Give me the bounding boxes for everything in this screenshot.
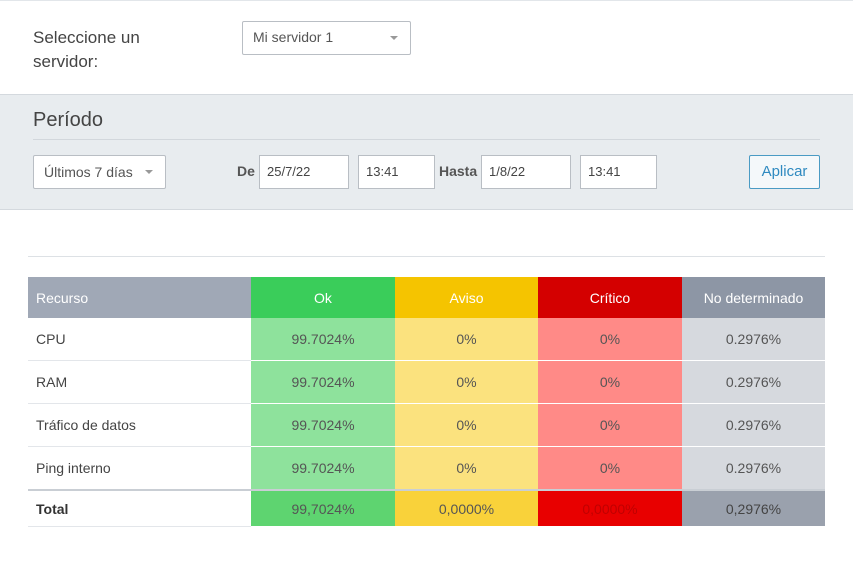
resource-name: Tráfico de datos (28, 403, 251, 447)
table-row: CPU 99.7024% 0% 0% 0.2976% (28, 318, 825, 361)
resource-name: CPU (28, 318, 251, 361)
to-label: Hasta (439, 163, 478, 179)
period-panel: Período Últimos 7 días De 25/7/22 13:41 … (0, 94, 853, 210)
total-critical-value: 0,0000% (538, 489, 682, 527)
total-undetermined-value: 0,2976% (682, 489, 825, 527)
section-divider (28, 256, 825, 257)
total-ok-value: 99,7024% (251, 489, 395, 527)
undetermined-value: 0.2976% (682, 360, 825, 404)
critical-value: 0% (538, 318, 682, 361)
from-date-input[interactable]: 25/7/22 (259, 155, 349, 189)
total-label: Total (28, 489, 251, 527)
header-warning: Aviso (395, 277, 538, 318)
from-time-input[interactable]: 13:41 (358, 155, 435, 189)
period-divider (33, 139, 820, 140)
resource-name: RAM (28, 360, 251, 404)
critical-value: 0% (538, 360, 682, 404)
table-total-row: Total 99,7024% 0,0000% 0,0000% 0,2976% (28, 489, 825, 527)
from-label: De (237, 163, 255, 179)
undetermined-value: 0.2976% (682, 446, 825, 491)
to-time-input[interactable]: 13:41 (580, 155, 657, 189)
period-title: Período (33, 109, 104, 131)
total-warning-value: 0,0000% (395, 489, 538, 527)
header-resource: Recurso (28, 277, 251, 318)
range-select[interactable]: Últimos 7 días (33, 155, 166, 189)
to-date-input[interactable]: 1/8/22 (481, 155, 571, 189)
chevron-down-icon (145, 170, 153, 174)
undetermined-value: 0.2976% (682, 318, 825, 361)
range-select-value: Últimos 7 días (44, 164, 133, 180)
table-header-row: Recurso Ok Aviso Crítico No determinado (28, 277, 825, 318)
header-critical: Crítico (538, 277, 682, 318)
warning-value: 0% (395, 446, 538, 491)
warning-value: 0% (395, 403, 538, 447)
critical-value: 0% (538, 446, 682, 491)
top-border (0, 0, 853, 1)
server-select-label: Seleccione un servidor: (33, 28, 140, 71)
table-row: Tráfico de datos 99.7024% 0% 0% 0.2976% (28, 403, 825, 447)
chevron-down-icon (390, 36, 398, 40)
ok-value: 99.7024% (251, 360, 395, 404)
resource-name: Ping interno (28, 446, 251, 491)
warning-value: 0% (395, 318, 538, 361)
server-select-value: Mi servidor 1 (253, 29, 334, 45)
critical-value: 0% (538, 403, 682, 447)
table-row: Ping interno 99.7024% 0% 0% 0.2976% (28, 446, 825, 491)
header-undetermined: No determinado (682, 277, 825, 318)
apply-button[interactable]: Aplicar (749, 155, 820, 189)
warning-value: 0% (395, 360, 538, 404)
ok-value: 99.7024% (251, 446, 395, 491)
availability-table: Recurso Ok Aviso Crítico No determinado … (28, 277, 825, 527)
ok-value: 99.7024% (251, 403, 395, 447)
header-ok: Ok (251, 277, 395, 318)
undetermined-value: 0.2976% (682, 403, 825, 447)
ok-value: 99.7024% (251, 318, 395, 361)
table-row: RAM 99.7024% 0% 0% 0.2976% (28, 360, 825, 404)
server-select[interactable]: Mi servidor 1 (242, 21, 411, 55)
